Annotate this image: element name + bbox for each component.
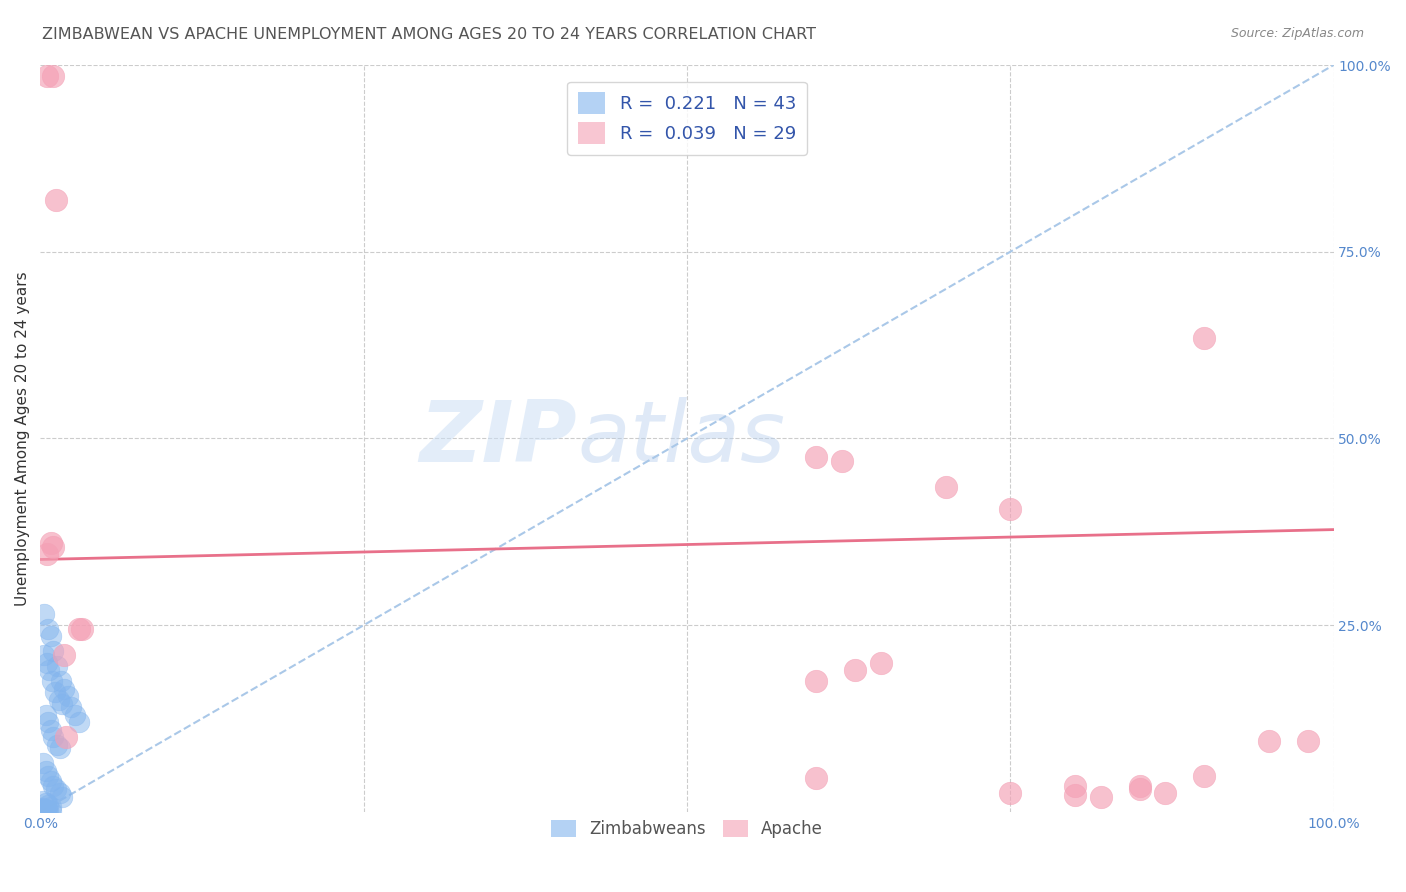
Point xyxy=(34,648,56,662)
Point xyxy=(42,540,65,554)
Text: ZIP: ZIP xyxy=(419,397,576,480)
Point xyxy=(935,480,957,494)
Point xyxy=(37,769,59,783)
Point xyxy=(34,607,56,621)
Point xyxy=(34,764,56,778)
Point xyxy=(1257,734,1279,748)
Point xyxy=(39,723,62,737)
Point xyxy=(52,681,75,696)
Point xyxy=(67,622,90,636)
Point xyxy=(67,715,90,730)
Point xyxy=(31,801,53,815)
Point xyxy=(39,629,62,643)
Point xyxy=(46,659,69,673)
Point xyxy=(34,796,56,810)
Point xyxy=(37,804,59,818)
Point xyxy=(39,804,62,818)
Point xyxy=(806,674,828,689)
Point xyxy=(42,730,65,744)
Point xyxy=(41,674,63,689)
Text: atlas: atlas xyxy=(576,397,785,480)
Point xyxy=(48,693,70,707)
Point xyxy=(55,730,77,744)
Point xyxy=(45,782,67,797)
Point xyxy=(34,804,56,818)
Text: ZIMBABWEAN VS APACHE UNEMPLOYMENT AMONG AGES 20 TO 24 YEARS CORRELATION CHART: ZIMBABWEAN VS APACHE UNEMPLOYMENT AMONG … xyxy=(42,27,815,42)
Point xyxy=(49,786,72,800)
Point xyxy=(35,70,58,84)
Point xyxy=(32,756,55,771)
Point xyxy=(38,663,60,677)
Point xyxy=(44,685,66,699)
Point xyxy=(831,454,853,468)
Point xyxy=(65,707,87,722)
Text: Source: ZipAtlas.com: Source: ZipAtlas.com xyxy=(1230,27,1364,40)
Point xyxy=(37,798,59,813)
Point xyxy=(39,536,62,550)
Point xyxy=(49,741,72,756)
Point xyxy=(35,547,58,561)
Point xyxy=(70,622,93,636)
Point xyxy=(49,674,72,689)
Point xyxy=(46,738,69,752)
Point xyxy=(1296,734,1319,748)
Point xyxy=(39,773,62,788)
Y-axis label: Unemployment Among Ages 20 to 24 years: Unemployment Among Ages 20 to 24 years xyxy=(15,271,30,606)
Legend: Zimbabweans, Apache: Zimbabweans, Apache xyxy=(544,814,830,845)
Point xyxy=(51,789,73,804)
Point xyxy=(56,689,79,703)
Point xyxy=(870,656,893,670)
Point xyxy=(42,779,65,793)
Point xyxy=(42,644,65,658)
Point xyxy=(51,697,73,711)
Point xyxy=(1154,786,1177,800)
Point xyxy=(1064,789,1087,803)
Point xyxy=(1000,502,1022,516)
Point xyxy=(1000,786,1022,800)
Point xyxy=(1128,782,1150,797)
Point xyxy=(32,804,55,818)
Point xyxy=(1090,789,1112,804)
Point xyxy=(1192,331,1215,345)
Point xyxy=(1128,779,1150,793)
Point xyxy=(34,707,56,722)
Point xyxy=(52,648,75,662)
Point xyxy=(844,663,866,677)
Point xyxy=(35,656,58,670)
Point xyxy=(35,803,58,817)
Point xyxy=(60,700,83,714)
Point xyxy=(32,794,55,808)
Point xyxy=(806,772,828,786)
Point xyxy=(45,193,67,207)
Point xyxy=(1064,779,1087,793)
Point xyxy=(34,802,56,816)
Point xyxy=(806,450,828,465)
Point xyxy=(37,715,59,730)
Point xyxy=(1192,769,1215,783)
Point xyxy=(42,70,65,84)
Point xyxy=(39,799,62,814)
Point xyxy=(37,622,59,636)
